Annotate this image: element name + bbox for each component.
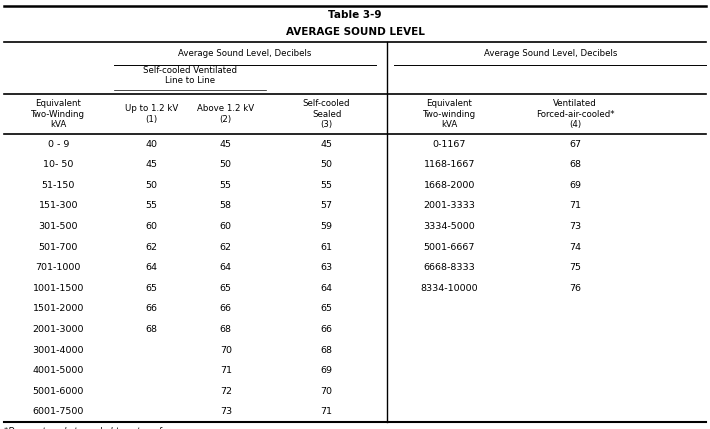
- Text: 63: 63: [320, 263, 333, 272]
- Text: 64: 64: [146, 263, 157, 272]
- Text: 3334-5000: 3334-5000: [424, 222, 475, 231]
- Text: 1001-1500: 1001-1500: [33, 284, 84, 293]
- Text: 2001-3000: 2001-3000: [33, 325, 84, 334]
- Text: 501-700: 501-700: [38, 243, 78, 251]
- Text: 66: 66: [321, 325, 332, 334]
- Text: 68: 68: [569, 160, 581, 169]
- Text: 55: 55: [321, 181, 332, 190]
- Text: 1501-2000: 1501-2000: [33, 305, 84, 313]
- Text: 6001-7500: 6001-7500: [33, 408, 84, 416]
- Text: Equivalent
Two-Winding
kVA: Equivalent Two-Winding kVA: [31, 99, 85, 129]
- Text: 65: 65: [220, 284, 231, 293]
- Text: 70: 70: [220, 346, 231, 354]
- Text: 0-1167: 0-1167: [432, 140, 466, 148]
- Text: 8334-10000: 8334-10000: [420, 284, 479, 293]
- Text: 68: 68: [321, 346, 332, 354]
- Text: 70: 70: [321, 387, 332, 396]
- Text: 151-300: 151-300: [38, 202, 78, 210]
- Text: Up to 1.2 kV
(1): Up to 1.2 kV (1): [125, 104, 178, 124]
- Text: 66: 66: [146, 305, 157, 313]
- Text: 65: 65: [146, 284, 157, 293]
- Text: AVERAGE SOUND LEVEL: AVERAGE SOUND LEVEL: [285, 27, 425, 37]
- Text: 65: 65: [321, 305, 332, 313]
- Text: 60: 60: [220, 222, 231, 231]
- Text: 5001-6667: 5001-6667: [424, 243, 475, 251]
- Text: 62: 62: [220, 243, 231, 251]
- Text: Average Sound Level, Decibels: Average Sound Level, Decibels: [178, 49, 312, 58]
- Text: 69: 69: [569, 181, 581, 190]
- Text: 66: 66: [220, 305, 231, 313]
- Text: 64: 64: [220, 263, 231, 272]
- Text: 57: 57: [321, 202, 332, 210]
- Text: 60: 60: [146, 222, 157, 231]
- Text: 73: 73: [569, 222, 581, 231]
- Text: 55: 55: [146, 202, 157, 210]
- Text: *Does not apply to sealed-type transformers: *Does not apply to sealed-type transform…: [4, 427, 191, 429]
- Text: Self-cooled
Sealed
(3): Self-cooled Sealed (3): [303, 99, 350, 129]
- Text: 1168-1667: 1168-1667: [424, 160, 475, 169]
- Text: 61: 61: [321, 243, 332, 251]
- Text: 64: 64: [321, 284, 332, 293]
- Text: 5001-6000: 5001-6000: [33, 387, 84, 396]
- Text: 50: 50: [146, 181, 157, 190]
- Text: 51-150: 51-150: [41, 181, 75, 190]
- Text: 71: 71: [321, 408, 332, 416]
- Text: 2001-3333: 2001-3333: [423, 202, 476, 210]
- Text: 1668-2000: 1668-2000: [424, 181, 475, 190]
- Text: 701-1000: 701-1000: [36, 263, 81, 272]
- Text: 73: 73: [219, 408, 232, 416]
- Text: 55: 55: [220, 181, 231, 190]
- Text: 72: 72: [220, 387, 231, 396]
- Text: 6668-8333: 6668-8333: [424, 263, 475, 272]
- Text: 68: 68: [220, 325, 231, 334]
- Text: 59: 59: [321, 222, 332, 231]
- Text: 4001-5000: 4001-5000: [33, 366, 84, 375]
- Text: 71: 71: [569, 202, 581, 210]
- Text: 71: 71: [220, 366, 231, 375]
- Text: Ventilated
Forced-air-cooled*
(4): Ventilated Forced-air-cooled* (4): [536, 99, 614, 129]
- Text: Above 1.2 kV
(2): Above 1.2 kV (2): [197, 104, 254, 124]
- Text: 75: 75: [569, 263, 581, 272]
- Text: 69: 69: [321, 366, 332, 375]
- Text: 62: 62: [146, 243, 157, 251]
- Text: 3001-4000: 3001-4000: [33, 346, 84, 354]
- Text: 45: 45: [321, 140, 332, 148]
- Text: 45: 45: [220, 140, 231, 148]
- Text: 68: 68: [146, 325, 157, 334]
- Text: 50: 50: [321, 160, 332, 169]
- Text: 58: 58: [220, 202, 231, 210]
- Text: 301-500: 301-500: [38, 222, 78, 231]
- Text: Self-cooled Ventilated
Line to Line: Self-cooled Ventilated Line to Line: [143, 66, 237, 85]
- Text: 10- 50: 10- 50: [43, 160, 73, 169]
- Text: 74: 74: [569, 243, 581, 251]
- Text: Equivalent
Two-winding
kVA: Equivalent Two-winding kVA: [423, 99, 476, 129]
- Text: 0 - 9: 0 - 9: [48, 140, 69, 148]
- Text: 76: 76: [569, 284, 581, 293]
- Text: 67: 67: [569, 140, 581, 148]
- Text: Average Sound Level, Decibels: Average Sound Level, Decibels: [484, 49, 617, 58]
- Text: 50: 50: [220, 160, 231, 169]
- Text: 45: 45: [146, 160, 157, 169]
- Text: 40: 40: [146, 140, 157, 148]
- Text: Table 3-9: Table 3-9: [328, 9, 382, 20]
